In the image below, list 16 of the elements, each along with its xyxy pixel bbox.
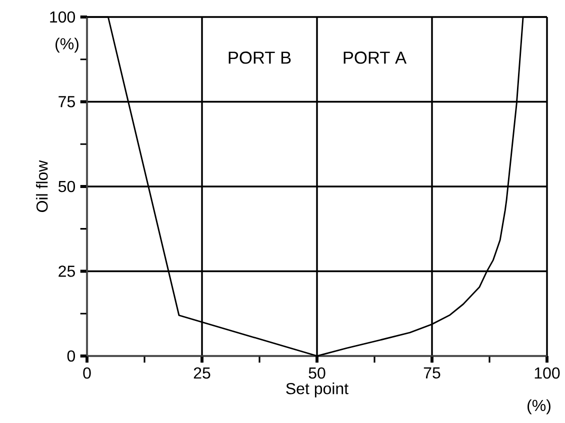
y-tick-label: 50 [58,180,76,192]
annotation: PORT B [228,52,291,64]
x-tick-label: 75 [424,367,440,379]
x-tick-label: 25 [194,367,210,379]
annotation: PORT A [344,52,407,64]
y-tick-label: 100 [50,11,76,23]
x-tick-label: 50 [308,367,326,379]
text: (%) [56,38,78,53]
x-axis-title: Set point [286,382,348,398]
y-tick-label: 0 [67,350,76,362]
y-axis-title: Oil flow [36,160,48,212]
text: (%) [528,399,550,414]
x-tick-label: 100 [534,367,560,379]
y-tick-label: 25 [58,266,75,277]
y-tick-label: 75 [58,96,75,108]
x-tick-label: 0 [83,367,91,379]
